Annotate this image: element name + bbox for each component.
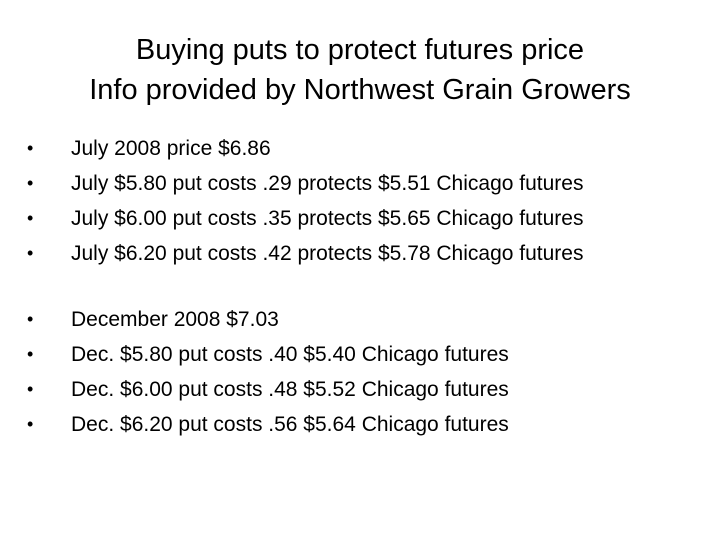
bullet-icon: • xyxy=(27,208,34,228)
bullet-text: Dec. $5.80 put costs .40 $5.40 Chicago f… xyxy=(71,343,509,366)
bullet-item: • Dec. $6.20 put costs .56 $5.64 Chicago… xyxy=(0,407,720,442)
bullet-text: July $5.80 put costs .29 protects $5.51 … xyxy=(71,172,584,195)
july-bullet-list: • July 2008 price $6.86 • July $5.80 put… xyxy=(0,131,720,271)
bullet-icon: • xyxy=(27,414,34,434)
bullet-item: • Dec. $6.00 put costs .48 $5.52 Chicago… xyxy=(0,372,720,407)
title-line-1: Buying puts to protect futures price xyxy=(135,34,585,66)
bullet-item: • Dec. $5.80 put costs .40 $5.40 Chicago… xyxy=(0,337,720,372)
bullet-text: December 2008 $7.03 xyxy=(71,308,279,331)
bullet-icon: • xyxy=(27,138,34,158)
bullet-icon: • xyxy=(27,344,34,364)
bullet-icon: • xyxy=(27,309,34,329)
december-bullet-list: • December 2008 $7.03 • Dec. $5.80 put c… xyxy=(0,302,720,442)
bullet-item: • July 2008 price $6.86 xyxy=(0,131,720,166)
bullet-item: • July $6.00 put costs .35 protects $5.6… xyxy=(0,201,720,236)
bullet-item: • July $6.20 put costs .42 protects $5.7… xyxy=(0,236,720,271)
bullet-item: • July $5.80 put costs .29 protects $5.5… xyxy=(0,166,720,201)
title-line-2: Info provided by Northwest Grain Growers xyxy=(89,74,631,106)
bullet-icon: • xyxy=(27,173,34,193)
bullet-text: Dec. $6.00 put costs .48 $5.52 Chicago f… xyxy=(71,378,509,401)
bullet-item: • December 2008 $7.03 xyxy=(0,302,720,337)
bullet-text: July $6.00 put costs .35 protects $5.65 … xyxy=(71,207,584,230)
bullet-text: July $6.20 put costs .42 protects $5.78 … xyxy=(71,242,584,265)
bullet-icon: • xyxy=(27,379,34,399)
slide-title: Buying puts to protect futures price Inf… xyxy=(0,30,720,110)
bullet-text: Dec. $6.20 put costs .56 $5.64 Chicago f… xyxy=(71,413,509,436)
bullet-text: July 2008 price $6.86 xyxy=(71,137,271,160)
bullet-icon: • xyxy=(27,243,34,263)
